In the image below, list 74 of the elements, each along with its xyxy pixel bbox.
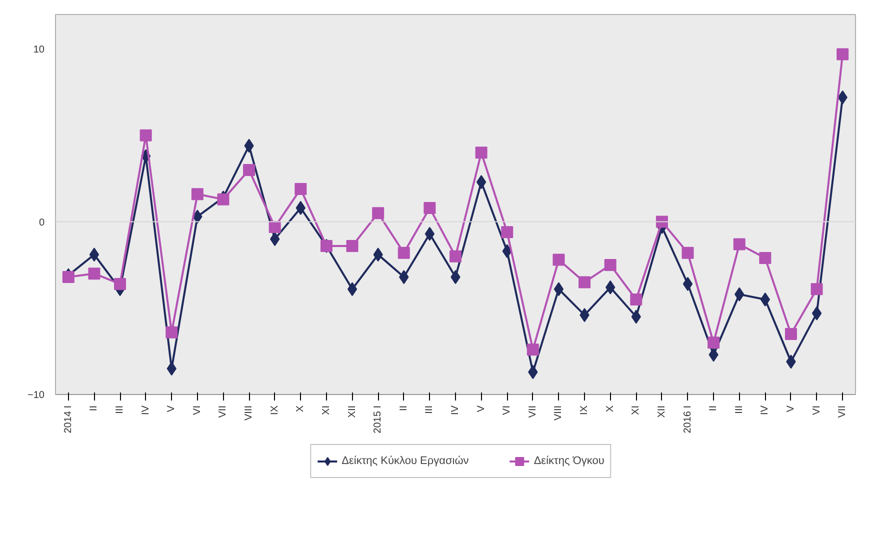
point: [836, 48, 849, 60]
point: [424, 226, 435, 241]
x-tick-label: IV: [760, 405, 771, 415]
point: [166, 326, 178, 338]
legend-label: Δείκτης Όγκου: [534, 455, 604, 467]
point: [604, 258, 616, 271]
x-tick-label: VII: [218, 405, 229, 418]
x-tick-label: IX: [269, 405, 280, 415]
point: [347, 282, 358, 296]
x-tick-label: III: [114, 405, 126, 414]
x-tick-label: VI: [192, 405, 203, 415]
point: [578, 276, 591, 288]
x-tick-label: V: [785, 405, 796, 412]
point: [217, 193, 230, 206]
y-tick-label: −10: [28, 390, 45, 401]
x-tick-label: XII: [346, 405, 358, 418]
point: [784, 328, 797, 340]
point: [346, 240, 358, 252]
x-tick-label: XI: [320, 405, 332, 415]
y-tick-label: 10: [33, 44, 45, 56]
x-tick-label: V: [476, 405, 487, 412]
point: [708, 336, 720, 349]
point: [398, 246, 410, 259]
point: [450, 250, 462, 262]
x-tick-label: VIII: [553, 405, 564, 421]
x-tick-label: 2016 I: [682, 405, 694, 434]
point: [89, 248, 100, 262]
x-tick-label: X: [604, 405, 616, 412]
point: [191, 188, 204, 200]
point: [682, 246, 694, 259]
x-tick-label: 2015 I: [372, 405, 384, 434]
point: [656, 216, 668, 228]
x-tick-label: X: [295, 405, 306, 412]
x-tick-label: II: [708, 405, 720, 412]
legend-label: Δείκτης Κύκλου Εργασιών: [342, 455, 469, 467]
x-tick-label: XII: [656, 405, 668, 418]
point: [62, 271, 74, 284]
x-tick-label: II: [88, 405, 100, 412]
point: [733, 238, 746, 250]
y-tick-label: 0: [38, 217, 45, 228]
point: [526, 344, 539, 356]
point: [424, 202, 436, 214]
point: [140, 129, 152, 142]
point: [759, 252, 772, 264]
point: [243, 164, 256, 176]
x-tick-label: V: [166, 405, 178, 412]
x-tick-label: 2014 I: [62, 405, 74, 434]
point: [475, 146, 488, 159]
point: [268, 220, 281, 233]
point: [760, 292, 770, 306]
x-tick-label: IV: [140, 405, 152, 415]
x-tick-label: IV: [450, 405, 461, 415]
point: [476, 175, 486, 190]
point: [552, 254, 565, 266]
point: [682, 276, 693, 291]
x-tick-label: XI: [630, 405, 642, 415]
point: [88, 268, 100, 280]
point: [294, 182, 307, 195]
x-tick-label: VII: [837, 405, 848, 418]
x-tick-label: III: [734, 405, 745, 414]
point: [114, 278, 126, 290]
x-tick-label: VI: [502, 405, 513, 415]
point: [630, 294, 642, 306]
point: [812, 306, 822, 320]
x-tick-label: IX: [579, 405, 590, 415]
x-tick-label: II: [398, 405, 410, 412]
point: [372, 207, 384, 220]
point: [810, 283, 823, 296]
x-tick-label: III: [424, 405, 436, 414]
point: [501, 226, 514, 238]
x-tick-label: VI: [811, 405, 822, 415]
x-tick-label: VIII: [244, 405, 255, 421]
point: [554, 282, 564, 296]
x-tick-label: VII: [527, 405, 538, 418]
